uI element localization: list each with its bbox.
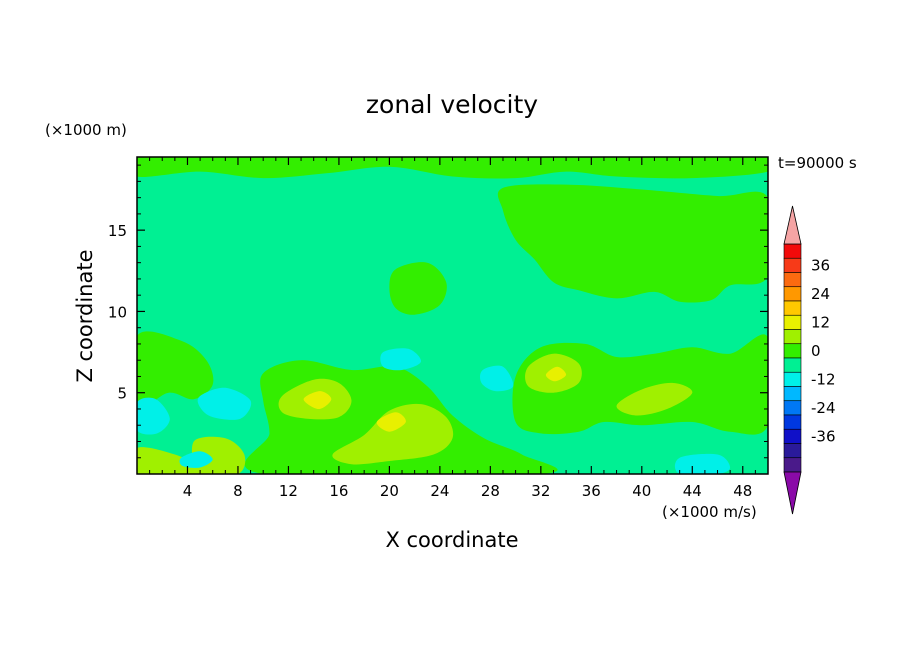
colorbar-label: -12 xyxy=(811,370,836,388)
y-axis-label: Z coordinate xyxy=(73,249,97,382)
contour-region-negative-weak xyxy=(674,453,731,474)
x-tick-label: 28 xyxy=(481,482,500,500)
x-tick-label: 8 xyxy=(233,482,243,500)
contour-region-negative-weak xyxy=(179,451,213,468)
x-axis-label: X coordinate xyxy=(385,528,518,552)
colorbar-swatch xyxy=(783,400,802,416)
colorbar-swatch xyxy=(783,272,802,288)
colorbar-swatch xyxy=(783,443,802,459)
colorbar-swatch xyxy=(783,286,802,302)
contour-region-negative-weak xyxy=(479,365,514,392)
x-tick-label: 16 xyxy=(329,482,348,500)
plot-area xyxy=(137,157,768,474)
x-tick-label: 32 xyxy=(531,482,550,500)
colorbar-swatch xyxy=(783,343,802,359)
x-axis-units: (×1000 m/s) xyxy=(662,503,757,521)
contour-regions xyxy=(137,157,768,474)
x-tick-label: 24 xyxy=(430,482,449,500)
x-tick-label: 20 xyxy=(380,482,399,500)
x-tick-label: 36 xyxy=(582,482,601,500)
colorbar-swatch xyxy=(783,371,802,387)
colorbar-label: -36 xyxy=(811,427,836,445)
contour-region-positive-mid xyxy=(332,403,454,465)
colorbar-swatch xyxy=(783,428,802,444)
y-axis-units: (×1000 m) xyxy=(45,121,127,139)
contour-region-negative-weak xyxy=(197,387,252,420)
contour-region-positive-strong xyxy=(303,391,332,409)
contour-region-positive-weak xyxy=(137,331,214,408)
x-tick-label: 4 xyxy=(183,482,193,500)
contour-region-positive-strong xyxy=(545,366,567,382)
colorbar-label: 12 xyxy=(811,313,830,331)
colorbar-swatch xyxy=(783,357,802,373)
colorbar-swatch xyxy=(783,300,802,316)
y-axis: 5 10 15 xyxy=(108,164,768,459)
y-tick-label: 5 xyxy=(117,385,127,403)
colorbar-label: 36 xyxy=(811,256,830,274)
colorbar-swatch xyxy=(783,457,802,473)
y-tick-label: 10 xyxy=(108,303,127,321)
colorbar: 36 24 12 0 -12 -24 -36 xyxy=(783,205,836,515)
colorbar-under-arrow xyxy=(783,471,802,515)
colorbar-swatch xyxy=(783,314,802,330)
colorbar-swatch xyxy=(783,386,802,402)
time-label: t=90000 s xyxy=(778,154,857,172)
colorbar-label: 24 xyxy=(811,285,830,303)
contour-region-positive-strong xyxy=(376,412,406,432)
contour-region-positive-mid xyxy=(616,382,693,416)
colorbar-over-arrow xyxy=(783,205,802,245)
contour-region-negative-weak xyxy=(137,397,170,435)
contour-region-positive-weak xyxy=(137,157,768,179)
contour-region-positive-weak xyxy=(512,334,768,435)
colorbar-swatch xyxy=(783,257,802,273)
x-tick-label: 40 xyxy=(632,482,651,500)
contour-region-positive-weak xyxy=(497,184,768,303)
colorbar-swatch xyxy=(783,329,802,345)
contour-region-negative-weak xyxy=(380,348,422,371)
y-tick-label: 15 xyxy=(108,222,127,240)
x-tick-label: 12 xyxy=(279,482,298,500)
chart-title: zonal velocity xyxy=(366,90,538,119)
x-tick-label: 48 xyxy=(733,482,752,500)
colorbar-swatch xyxy=(783,414,802,430)
contour-region-positive-weak xyxy=(389,262,447,315)
colorbar-swatch xyxy=(783,243,802,259)
colorbar-label: 0 xyxy=(811,342,821,360)
x-axis: 4 8 12 16 20 24 28 32 36 40 44 48 xyxy=(149,157,756,500)
colorbar-label: -24 xyxy=(811,399,836,417)
x-tick-label: 44 xyxy=(683,482,702,500)
